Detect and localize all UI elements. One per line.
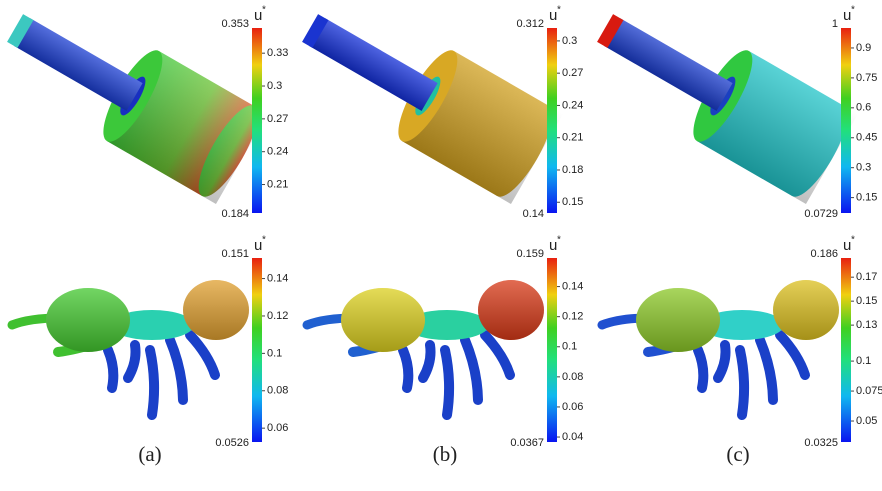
tick-label: 0.45 (856, 132, 877, 144)
colorbar-min: 0.0325 (804, 437, 838, 449)
tick-label: 0.15 (856, 192, 877, 204)
tick-label: 0.21 (562, 132, 583, 144)
colorbar-min: 0.184 (221, 208, 249, 220)
colorbar-max: 0.151 (221, 248, 249, 260)
tick-label: 0.08 (562, 371, 583, 383)
abdomen-shade (636, 288, 720, 352)
tick-label: 0.33 (267, 47, 288, 59)
renderings (0, 0, 858, 415)
rod-shade (14, 18, 143, 111)
rod-shade (604, 18, 733, 111)
leg (718, 345, 726, 378)
leg (190, 335, 215, 375)
tick-label: 0.27 (562, 67, 583, 79)
leg (128, 345, 136, 378)
colorbar-label-superscript: * (262, 235, 266, 246)
tick-label: 0.1 (856, 355, 871, 367)
colorbar (841, 258, 851, 442)
cylinder (579, 0, 858, 204)
colorbar-min: 0.0526 (215, 437, 249, 449)
colorbar-label-superscript: * (262, 5, 266, 16)
cylinder (0, 0, 268, 204)
tick-label: 0.24 (267, 146, 288, 158)
leg (445, 350, 449, 415)
colorbar (547, 258, 557, 442)
leg (780, 335, 805, 375)
tick-label: 0.075 (856, 385, 882, 397)
tick-label: 0.17 (856, 271, 877, 283)
caption: (b) (433, 442, 458, 466)
tick-label: 0.13 (856, 319, 877, 331)
tick-label: 0.12 (267, 310, 288, 322)
tick-label: 0.06 (267, 422, 288, 434)
tick-label: 0.06 (562, 401, 583, 413)
colorbar-max: 0.186 (810, 248, 838, 260)
tick-label: 0.6 (856, 102, 871, 114)
colorbar-max: 0.353 (221, 18, 249, 30)
tick-label: 0.14 (562, 280, 583, 292)
colorbar (841, 28, 851, 213)
colorbar (547, 28, 557, 213)
leg (403, 350, 408, 388)
leg (465, 340, 478, 400)
leg (170, 340, 183, 400)
figure: (a)u*0.3530.1840.330.30.270.240.21u*0.15… (0, 0, 882, 491)
leg (485, 335, 510, 375)
leg (150, 350, 154, 415)
tick-label: 0.15 (856, 295, 877, 307)
colorbar-label-superscript: * (557, 235, 561, 246)
tick-label: 0.18 (562, 164, 583, 176)
colorbar-max: 1 (832, 18, 838, 30)
leg (740, 350, 744, 415)
colorbar-label-superscript: * (851, 5, 855, 16)
colorbar (252, 28, 262, 213)
ant (307, 280, 544, 415)
tick-label: 0.15 (562, 196, 583, 208)
ant (12, 280, 249, 415)
tick-label: 0.05 (856, 415, 877, 427)
head-shade (478, 280, 544, 340)
tick-label: 0.21 (267, 178, 288, 190)
leg (423, 345, 431, 378)
caption: (c) (726, 442, 749, 466)
colorbar-label-superscript: * (557, 5, 561, 16)
ant (602, 280, 839, 415)
abdomen-shade (341, 288, 425, 352)
tick-label: 0.3 (856, 162, 871, 174)
tick-label: 0.04 (562, 431, 583, 443)
tick-label: 0.1 (562, 341, 577, 353)
leg (760, 340, 773, 400)
tick-label: 0.12 (562, 311, 583, 323)
tick-label: 0.14 (267, 272, 288, 284)
head-shade (183, 280, 249, 340)
tick-label: 0.3 (562, 35, 577, 47)
tick-label: 0.75 (856, 72, 877, 84)
tick-label: 0.27 (267, 113, 288, 125)
tick-label: 0.1 (267, 347, 282, 359)
colorbar-label-superscript: * (851, 235, 855, 246)
head-shade (773, 280, 839, 340)
tick-label: 0.08 (267, 385, 288, 397)
colorbar-min: 0.14 (523, 208, 544, 220)
tick-label: 0.9 (856, 42, 871, 54)
leg (108, 350, 113, 388)
leg (698, 350, 703, 388)
abdomen-shade (46, 288, 130, 352)
rod-shade (309, 18, 438, 111)
tick-label: 0.24 (562, 99, 583, 111)
cylinder (284, 0, 563, 204)
caption: (a) (138, 442, 161, 466)
colorbar-max: 0.159 (516, 248, 544, 260)
colorbar-min: 0.0729 (804, 208, 838, 220)
colorbar-min: 0.0367 (510, 437, 544, 449)
colorbar-max: 0.312 (516, 18, 544, 30)
tick-label: 0.3 (267, 80, 282, 92)
colorbar (252, 258, 262, 442)
